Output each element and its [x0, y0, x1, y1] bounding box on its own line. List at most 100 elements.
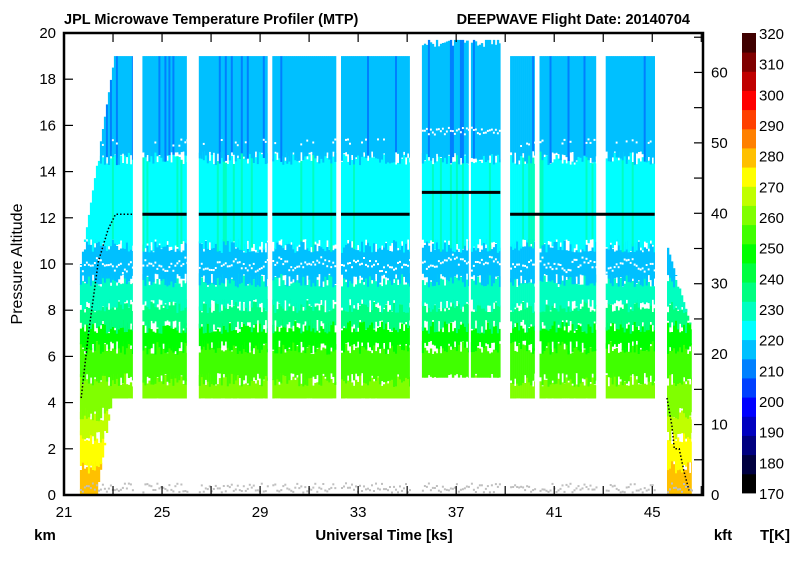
heatmap-cell — [130, 330, 132, 346]
heatmap-cell — [568, 56, 570, 161]
low-level-mark — [580, 489, 582, 491]
heatmap-cell — [90, 283, 92, 310]
heatmap-cell — [300, 302, 302, 333]
heatmap-cell — [259, 321, 261, 353]
heatmap-cell — [355, 307, 357, 332]
heatmap-cell — [124, 373, 126, 399]
tropopause-point — [438, 128, 440, 130]
heatmap-cell — [383, 243, 385, 274]
heatmap-cell — [397, 56, 399, 154]
heatmap-cell — [328, 155, 330, 250]
heatmap-cell — [225, 287, 227, 309]
heatmap-cell — [112, 276, 114, 307]
heatmap-cell — [590, 312, 592, 327]
heatmap-cell — [106, 275, 108, 307]
heatmap-cell — [528, 328, 530, 345]
tropopause-point — [520, 145, 522, 147]
tropopause-point — [466, 127, 468, 129]
heatmap-cell — [550, 327, 552, 354]
heatmap-cell — [667, 312, 669, 321]
heatmap-cell — [580, 56, 582, 158]
low-level-mark — [84, 486, 86, 488]
heatmap-cell — [249, 311, 251, 322]
heatmap-cell — [652, 332, 654, 342]
colorbar-swatch — [742, 33, 756, 53]
heatmap-cell — [231, 239, 233, 278]
heatmap-cell — [130, 382, 132, 398]
heatmap-cell — [570, 277, 572, 312]
tropopause-point — [116, 266, 118, 268]
heatmap-cell — [294, 151, 296, 252]
heatmap-cell — [580, 349, 582, 383]
tropopause-point — [606, 272, 608, 274]
tropopause-point — [493, 260, 495, 262]
heatmap-cell — [239, 56, 241, 159]
heatmap-cell — [566, 312, 568, 320]
heatmap-cell — [353, 152, 355, 249]
heatmap-cell — [182, 384, 184, 399]
heatmap-cell — [634, 304, 636, 322]
heatmap-cell — [564, 349, 566, 383]
heatmap-cell — [544, 276, 546, 312]
heatmap-cell — [341, 353, 343, 380]
low-level-mark — [144, 483, 146, 485]
heatmap-cell — [387, 354, 389, 381]
heatmap-cell — [650, 325, 652, 344]
heatmap-cell — [213, 242, 215, 284]
heatmap-cell — [456, 278, 458, 301]
heatmap-cell — [468, 351, 469, 378]
heatmap-cell — [679, 344, 681, 383]
heatmap-cell — [265, 56, 267, 164]
heatmap-cell — [518, 56, 520, 160]
heatmap-cell — [497, 306, 499, 334]
heatmap-cell — [375, 332, 377, 343]
low-level-mark — [371, 484, 373, 486]
heatmap-cell — [564, 330, 566, 343]
heatmap-cell — [316, 382, 318, 398]
heatmap-cell — [108, 414, 110, 420]
tropopause-point — [389, 266, 391, 268]
heatmap-cell — [261, 154, 263, 242]
heatmap-cell — [644, 309, 646, 332]
tropopause-point — [349, 262, 351, 264]
tropopause-point — [650, 141, 652, 143]
low-level-mark — [620, 491, 622, 493]
heatmap-cell — [359, 283, 361, 305]
heatmap-cell — [359, 56, 361, 165]
heatmap-cell — [383, 384, 385, 398]
heatmap-cell — [677, 469, 679, 496]
heatmap-cell — [164, 375, 166, 399]
heatmap-cell — [530, 56, 532, 163]
heatmap-cell — [620, 308, 622, 325]
y2-tick-label: 40 — [711, 205, 728, 222]
tropopause-point — [634, 264, 636, 266]
heatmap-cell — [570, 331, 572, 342]
tropopause-point — [590, 142, 592, 144]
low-level-mark — [493, 491, 495, 493]
y2-tick-label: 60 — [711, 64, 728, 81]
heatmap-cell — [387, 56, 389, 162]
low-level-mark — [444, 488, 446, 490]
heatmap-cell — [424, 161, 426, 243]
heatmap-cell — [130, 349, 132, 377]
heatmap-cell — [156, 279, 158, 304]
heatmap-cell — [512, 342, 514, 384]
heatmap-cell — [205, 241, 207, 283]
low-level-mark — [294, 487, 296, 489]
heatmap-cell — [596, 242, 597, 283]
low-level-mark — [522, 486, 524, 488]
heatmap-cell — [528, 350, 530, 382]
heatmap-cell — [588, 158, 590, 243]
low-level-mark — [363, 485, 365, 487]
heatmap-cell — [126, 242, 128, 284]
heatmap-cell — [286, 381, 288, 398]
heatmap-cell — [365, 153, 367, 240]
heatmap-cell — [499, 306, 501, 323]
heatmap-cell — [294, 380, 296, 399]
low-level-mark — [306, 490, 308, 492]
low-level-mark — [343, 486, 345, 488]
heatmap-cell — [444, 286, 446, 309]
low-level-mark — [673, 487, 675, 489]
heatmap-cell — [432, 164, 434, 242]
heatmap-cell — [349, 321, 351, 347]
